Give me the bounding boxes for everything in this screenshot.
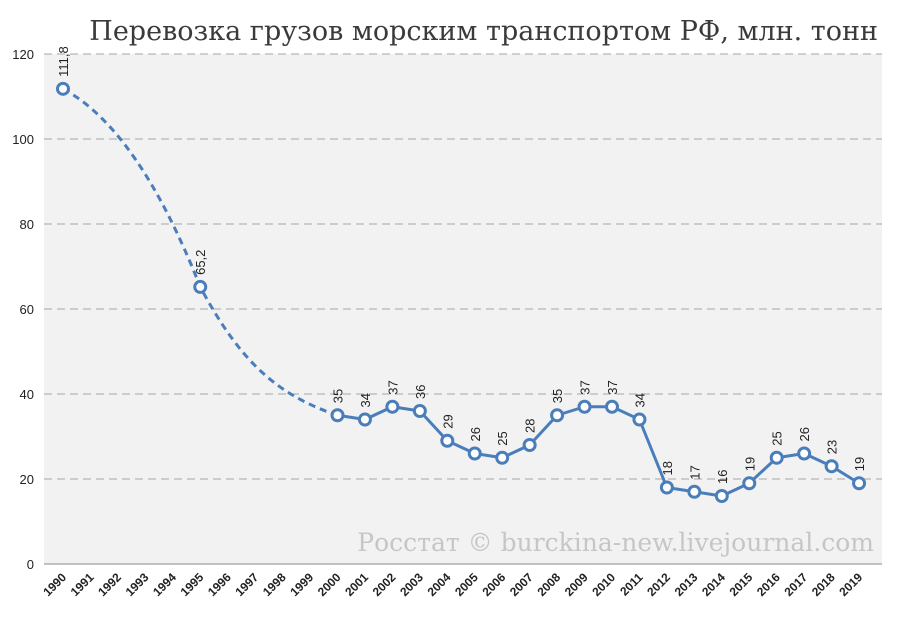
data-point bbox=[412, 404, 427, 418]
y-tick-label: 120 bbox=[12, 47, 34, 62]
data-point bbox=[357, 412, 372, 427]
data-labels: 111,8 65,2 35 34 37 36 29 26 25 28 35 37 37 34 18 17 16 1… bbox=[56, 46, 867, 484]
data-point bbox=[769, 450, 784, 465]
data-point bbox=[495, 450, 510, 465]
data-label: 17 bbox=[687, 465, 702, 479]
x-tick-label: 2019 bbox=[836, 570, 865, 599]
x-tick-label: 2016 bbox=[754, 570, 783, 599]
x-tick-label: 2008 bbox=[534, 570, 563, 599]
x-tick-label: 2001 bbox=[342, 570, 371, 599]
data-point bbox=[56, 81, 70, 96]
x-tick-label: 2005 bbox=[452, 570, 481, 599]
data-label: 19 bbox=[852, 457, 867, 471]
data-label: 19 bbox=[742, 457, 757, 471]
y-tick-label: 100 bbox=[12, 132, 34, 147]
y-tick-label: 0 bbox=[27, 557, 34, 572]
data-point bbox=[687, 484, 702, 499]
data-label: 28 bbox=[523, 419, 538, 433]
x-tick-label: 1991 bbox=[68, 570, 97, 599]
data-label: 25 bbox=[770, 431, 785, 445]
data-point bbox=[467, 446, 482, 461]
data-point bbox=[632, 412, 647, 427]
x-tick-label: 2017 bbox=[781, 570, 810, 599]
data-label: 34 bbox=[632, 393, 647, 407]
x-tick-label: 2010 bbox=[589, 570, 618, 599]
x-tick-label: 2013 bbox=[672, 570, 701, 599]
x-tick-label: 1990 bbox=[40, 570, 69, 599]
data-label: 16 bbox=[715, 470, 730, 484]
data-point bbox=[714, 489, 729, 503]
x-tick-label: 1994 bbox=[150, 570, 179, 599]
chart-title: Перевозка грузов морским транспортом РФ,… bbox=[89, 16, 878, 47]
data-label: 23 bbox=[825, 440, 840, 454]
x-tick-label: 2000 bbox=[315, 570, 344, 599]
data-point bbox=[797, 446, 812, 461]
x-tick-label: 1992 bbox=[95, 570, 124, 599]
data-label: 35 bbox=[331, 389, 346, 403]
x-tick-label: 2018 bbox=[809, 570, 838, 599]
data-label: 35 bbox=[550, 389, 565, 403]
data-point bbox=[440, 433, 455, 448]
data-point bbox=[550, 408, 565, 423]
data-label: 111,8 bbox=[56, 46, 71, 77]
x-tick-label: 2012 bbox=[644, 570, 673, 599]
y-axis: 0 20 40 60 80 100 120 bbox=[12, 47, 34, 572]
data-label: 65,2 bbox=[193, 250, 208, 275]
data-label: 37 bbox=[605, 380, 620, 394]
y-tick-label: 60 bbox=[20, 302, 34, 317]
series-markers bbox=[56, 81, 867, 503]
x-tick-label: 1996 bbox=[205, 570, 234, 599]
data-point bbox=[605, 399, 619, 414]
y-tick-label: 20 bbox=[20, 472, 34, 487]
data-point bbox=[385, 399, 400, 414]
watermark: Росстат © burckina-new.livejournal.com bbox=[357, 528, 874, 557]
x-tick-label: 2003 bbox=[397, 570, 426, 599]
data-point bbox=[193, 279, 208, 294]
data-label: 37 bbox=[578, 380, 593, 394]
y-tick-label: 40 bbox=[20, 387, 34, 402]
data-point bbox=[522, 438, 537, 452]
x-tick-label: 2014 bbox=[699, 570, 728, 599]
data-point bbox=[330, 408, 345, 423]
data-point bbox=[742, 476, 757, 491]
data-point bbox=[659, 480, 674, 495]
x-tick-label: 2002 bbox=[370, 570, 399, 599]
x-tick-label: 1998 bbox=[260, 570, 289, 599]
x-tick-label: 1999 bbox=[287, 570, 316, 599]
data-label: 25 bbox=[495, 431, 510, 445]
data-label: 29 bbox=[440, 414, 455, 428]
grid bbox=[44, 53, 882, 565]
data-label: 26 bbox=[797, 427, 812, 441]
x-axis: 1990199119921993199419951996199719981999… bbox=[40, 570, 865, 599]
data-point bbox=[824, 459, 839, 474]
x-tick-label: 2011 bbox=[617, 570, 646, 599]
x-tick-label: 2004 bbox=[425, 570, 454, 599]
data-label: 26 bbox=[468, 427, 483, 441]
x-tick-label: 2015 bbox=[727, 570, 756, 599]
data-label: 36 bbox=[413, 385, 428, 399]
data-label: 37 bbox=[385, 380, 400, 394]
x-tick-label: 1997 bbox=[232, 570, 261, 599]
x-tick-label: 1995 bbox=[178, 570, 207, 599]
data-label: 18 bbox=[660, 461, 675, 475]
data-point bbox=[577, 399, 592, 414]
y-tick-label: 80 bbox=[20, 217, 34, 232]
data-label: 34 bbox=[358, 393, 373, 407]
x-tick-label: 2006 bbox=[480, 570, 509, 599]
x-tick-label: 2007 bbox=[507, 570, 536, 599]
x-tick-label: 2009 bbox=[562, 570, 591, 599]
x-tick-label: 1993 bbox=[123, 570, 152, 599]
data-point bbox=[852, 476, 867, 491]
